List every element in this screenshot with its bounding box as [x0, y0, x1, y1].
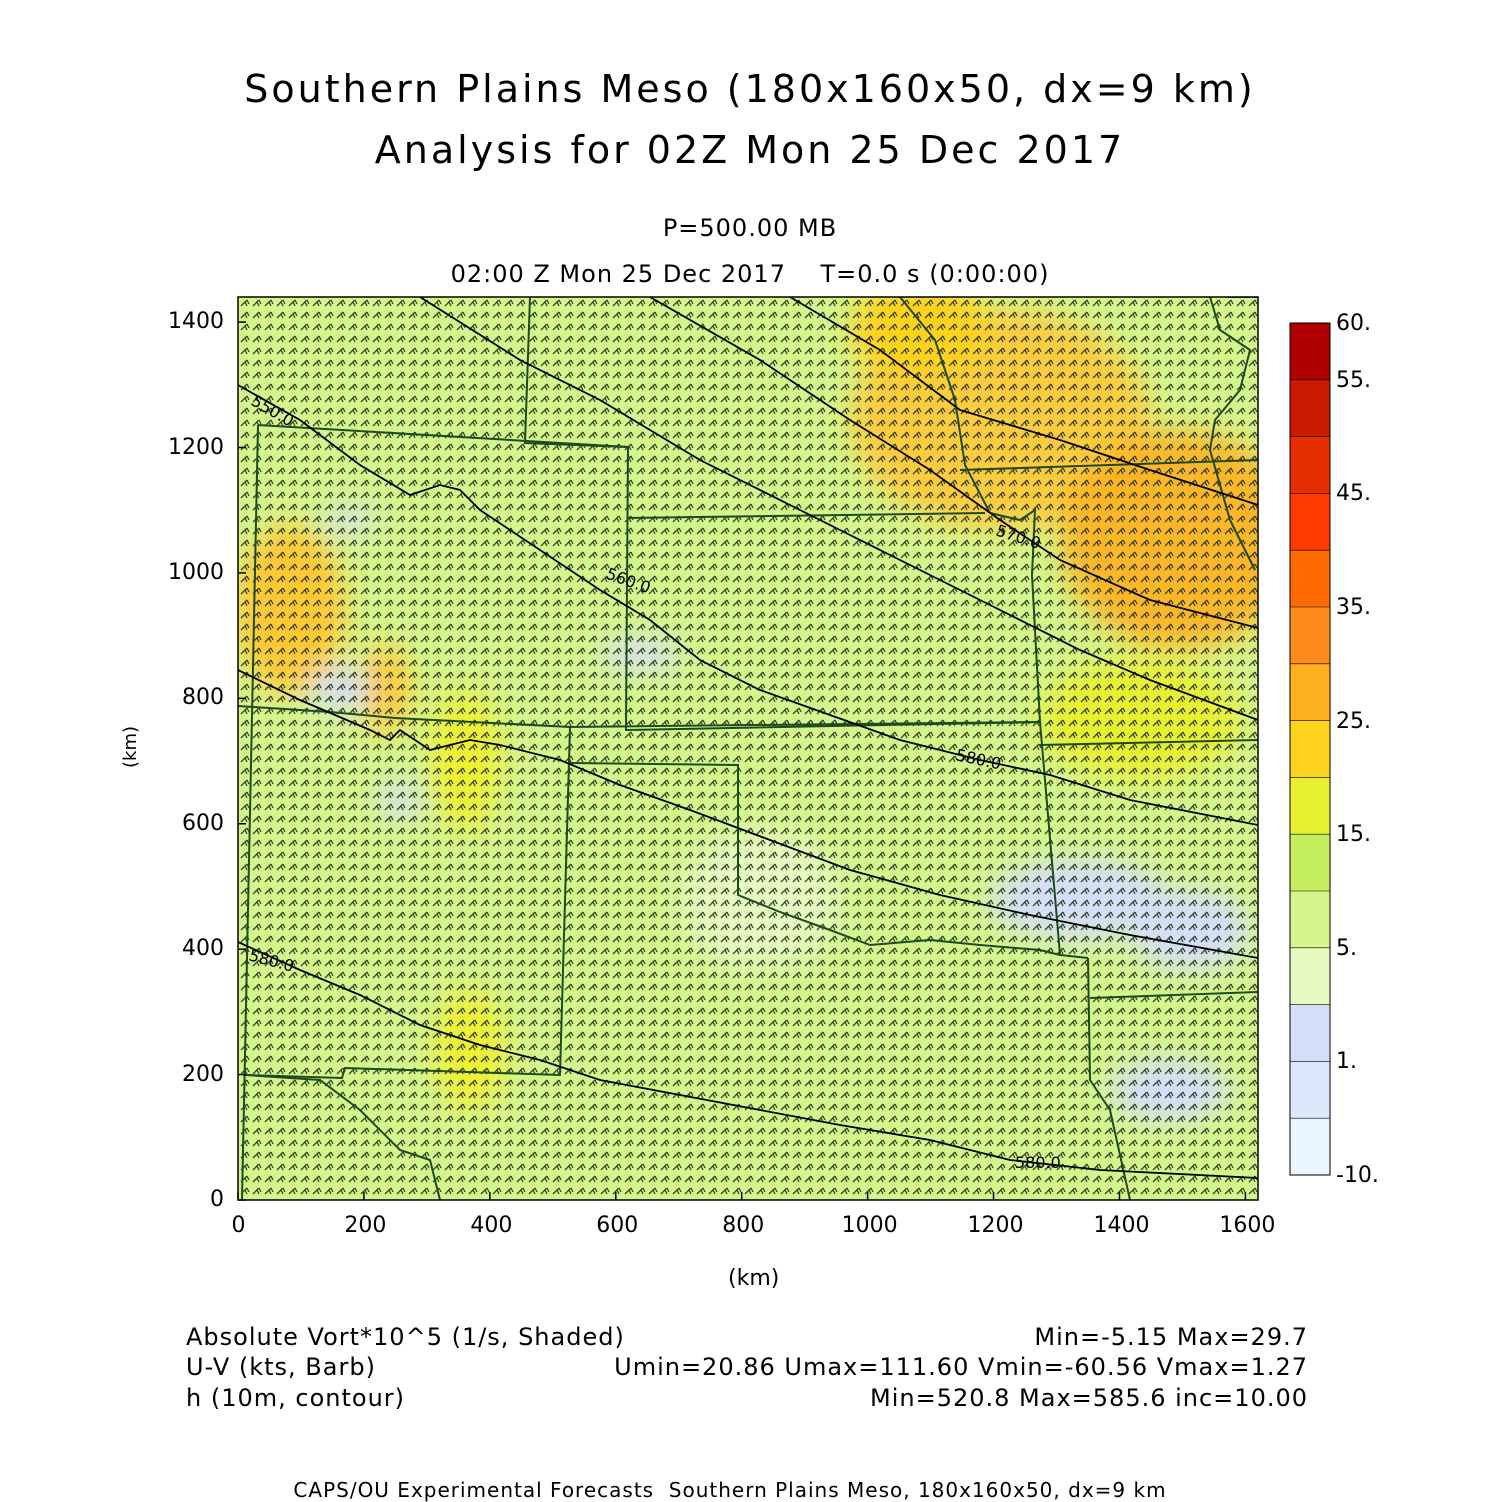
- field2-stats: Umin=20.86 Umax=111.60 Vmin=-60.56 Vmax=…: [614, 1353, 1308, 1381]
- subtitle-time: 02:00 Z Mon 25 Dec 2017 T=0.0 s (0:00:00…: [450, 260, 1050, 288]
- y-tick-label: 1200: [168, 434, 224, 460]
- field3-label: h (10m, contour): [186, 1384, 406, 1412]
- y-tick-label: 400: [182, 936, 224, 962]
- field1-stats: Min=-5.15 Max=29.7: [1034, 1323, 1308, 1351]
- colorbar-swatch: [1290, 1118, 1330, 1176]
- y-tick-label: 200: [182, 1061, 224, 1087]
- colorbar-label: 35.: [1336, 595, 1371, 620]
- colorbar-swatch: [1290, 379, 1330, 438]
- plot-frame: [237, 296, 1259, 1201]
- contour-label: 580.0: [1015, 1153, 1061, 1172]
- colorbar-label: 1.: [1336, 1049, 1357, 1075]
- colorbar-swatch: [1290, 436, 1330, 494]
- x-tick-label: 1000: [841, 1213, 898, 1238]
- x-tick-label: 1600: [1219, 1213, 1276, 1238]
- field3-stats: Min=520.8 Max=585.6 inc=10.00: [870, 1384, 1308, 1412]
- field2-label: U-V (kts, Barb): [186, 1353, 376, 1381]
- x-tick-label: 0: [231, 1213, 246, 1238]
- colorbar-swatch: [1290, 323, 1330, 381]
- colorbar-swatch: [1290, 834, 1330, 892]
- x-tick-label: 600: [596, 1213, 639, 1238]
- state-boundaries: [238, 297, 1258, 1200]
- x-tick-label: 800: [722, 1213, 765, 1238]
- y-axis-label: (km): [120, 725, 142, 769]
- colorbar: [1289, 322, 1331, 1176]
- colorbar-frame: [1289, 322, 1331, 1176]
- y-tick-label: 800: [182, 685, 224, 711]
- colorbar-label: 5.: [1336, 935, 1357, 961]
- colorbar-swatch: [1290, 720, 1330, 778]
- colorbar-swatch: [1290, 947, 1330, 1006]
- title-line1: Southern Plains Meso (180x160x50, dx=9 k…: [244, 67, 1256, 111]
- title-line2: Analysis for 02Z Mon 25 Dec 2017: [374, 128, 1126, 172]
- colorbar-swatch: [1290, 891, 1330, 949]
- x-axis-label: (km): [728, 1266, 780, 1291]
- x-tick-label: 1400: [1093, 1213, 1150, 1238]
- colorbar-swatch: [1290, 1004, 1330, 1062]
- footer-text: CAPS/OU Experimental Forecasts Southern …: [293, 1478, 1167, 1502]
- colorbar-label: -10.: [1336, 1163, 1379, 1188]
- colorbar-label: 55.: [1336, 367, 1371, 393]
- colorbar-label: 45.: [1336, 481, 1371, 507]
- colorbar-swatch: [1290, 777, 1330, 835]
- vorticity-shading: [238, 297, 1258, 1200]
- y-tick-label: 1000: [168, 559, 224, 585]
- x-tick-label: 200: [344, 1213, 387, 1238]
- colorbar-swatch: [1290, 493, 1330, 551]
- colorbar-swatch: [1290, 550, 1330, 608]
- colorbar-label: 15.: [1336, 822, 1371, 848]
- x-tick-label: 400: [470, 1213, 513, 1238]
- colorbar-swatch: [1290, 607, 1330, 665]
- height-contours: [238, 297, 1258, 1179]
- x-tick-label: 1200: [967, 1213, 1024, 1238]
- y-tick-label: 0: [210, 1187, 224, 1212]
- field1-label: Absolute Vort*10^5 (1/s, Shaded): [186, 1323, 625, 1351]
- y-tick-label: 600: [182, 810, 224, 836]
- colorbar-label: 25.: [1336, 708, 1371, 734]
- y-tick-label: 1400: [168, 309, 224, 335]
- colorbar-swatch: [1290, 663, 1330, 722]
- colorbar-swatch: [1290, 1061, 1330, 1119]
- subtitle-pressure: P=500.00 MB: [662, 214, 838, 242]
- colorbar-label: 60.: [1336, 311, 1371, 336]
